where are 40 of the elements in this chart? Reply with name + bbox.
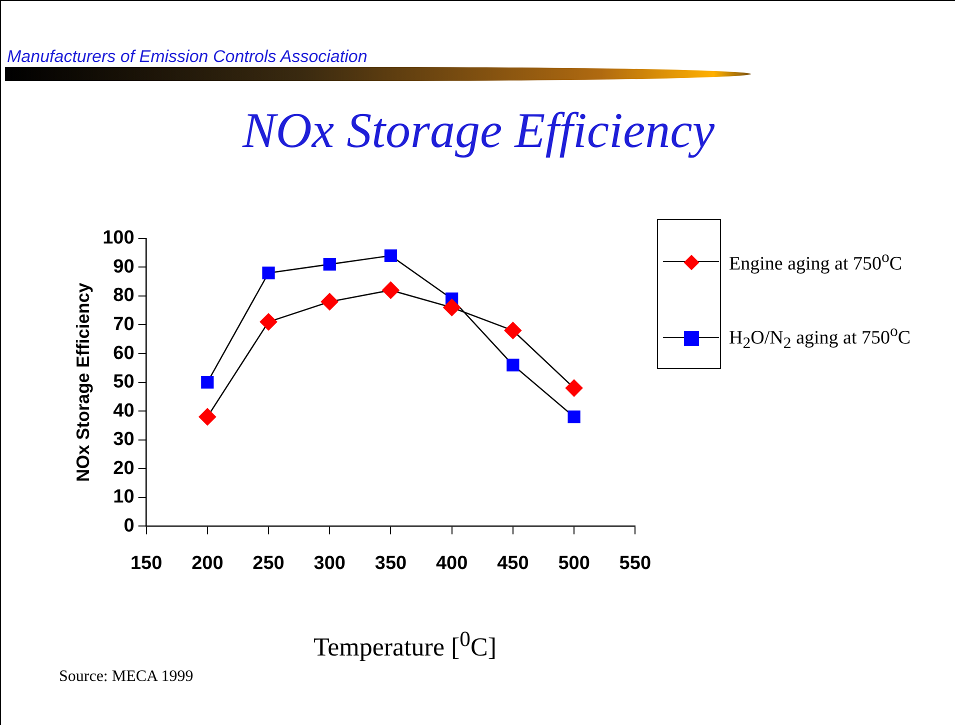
y-tick-label: 30 [113,429,134,450]
y-axis-title: NOx Storage Efficiency [72,282,93,482]
x-tick-label: 350 [374,552,407,574]
y-tick-label: 100 [102,228,134,249]
point [443,298,460,316]
point [201,376,214,389]
x-tick-label: 450 [497,552,529,574]
x-tick-label: 500 [558,552,590,574]
point [382,282,400,299]
x-tick-label: 400 [436,552,468,574]
point [320,293,338,310]
legend-label: H$_{2}$O/N$_{2}$ aging at 750$^{o}$C [729,323,911,354]
y-tick-label: 60 [113,342,134,364]
point [384,249,398,262]
x-tick-label: 200 [192,552,224,574]
x-tick-label: 150 [130,552,162,574]
point [504,322,522,340]
legend-label: Engine aging at 750$^{o}$C [729,249,902,276]
point [568,410,580,424]
y-tick-label: 90 [113,256,134,278]
point [198,408,216,426]
y-tick-label: 80 [113,285,134,306]
chart-title: NOx Storage Efficiency [241,101,716,159]
y-tick-label: 20 [113,458,134,479]
point [323,258,336,271]
y-tick-label: 0 [124,515,134,536]
source-note: Source: MECA 1999 [59,668,194,686]
x-tick-label: 550 [619,552,651,574]
point [262,266,275,280]
point [506,358,520,372]
y-tick-label: 10 [113,486,134,508]
y-tick-label: 70 [113,314,134,335]
y-tick-label: 50 [113,372,134,393]
x-tick-label: 250 [252,552,284,574]
point [260,313,278,331]
x-tick-label: 300 [314,552,346,574]
point [565,379,583,397]
x-axis-title: Temperature [$^{0}$C] [312,627,498,663]
text: Manufacturers of Emission Controls Association [7,47,368,67]
y-tick-label: 40 [113,400,134,422]
